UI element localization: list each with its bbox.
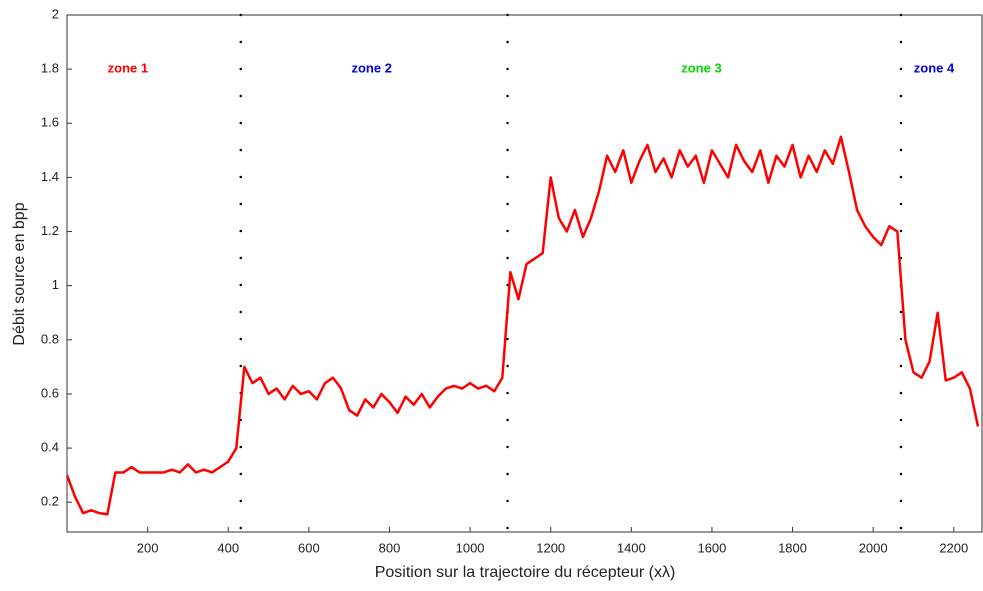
x-tick-label: 2200	[939, 540, 968, 555]
zone-label: zone 3	[681, 61, 721, 76]
y-tick-label: 0.4	[41, 440, 59, 455]
x-tick-label: 1800	[778, 540, 807, 555]
y-tick-label: 0.8	[41, 331, 59, 346]
y-tick-label: 0.6	[41, 385, 59, 400]
y-tick-label: 1.4	[41, 169, 59, 184]
x-tick-label: 400	[217, 540, 239, 555]
x-axis-label: Position sur la trajectoire du récepteur…	[375, 564, 676, 581]
x-tick-label: 200	[137, 540, 159, 555]
x-tick-label: 1000	[456, 540, 485, 555]
x-tick-label: 600	[298, 540, 320, 555]
zone-label: zone 2	[351, 61, 391, 76]
x-tick-label: 2000	[859, 540, 888, 555]
data-line	[65, 135, 980, 516]
y-tick-label: 1	[52, 277, 59, 292]
zone-label: zone 1	[108, 61, 148, 76]
x-tick-label: 1600	[697, 540, 726, 555]
y-axis-label: Débit source en bpp	[11, 202, 28, 345]
y-tick-label: 0.2	[41, 494, 59, 509]
x-tick-label: 800	[379, 540, 401, 555]
x-tick-label: 1200	[536, 540, 565, 555]
y-tick-label: 2	[52, 6, 59, 21]
plot-frame	[66, 14, 983, 533]
x-tick-label: 1400	[617, 540, 646, 555]
y-tick-label: 1.2	[41, 223, 59, 238]
zone-label: zone 4	[914, 61, 955, 76]
y-tick-label: 1.8	[41, 61, 59, 76]
y-tick-label: 1.6	[41, 115, 59, 130]
